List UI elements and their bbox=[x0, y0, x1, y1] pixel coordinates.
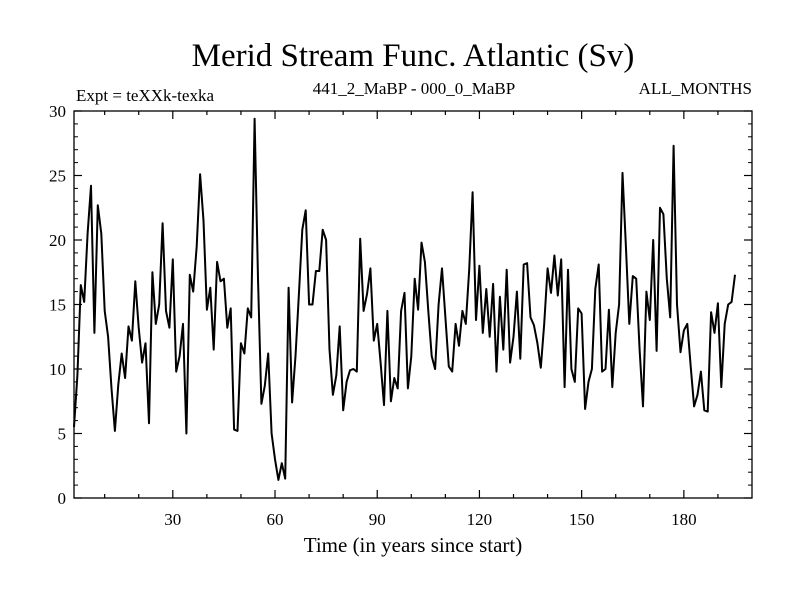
y-tick-label: 30 bbox=[49, 102, 66, 121]
y-tick-label: 0 bbox=[58, 489, 67, 508]
y-tick-label: 10 bbox=[49, 360, 66, 379]
y-tick-label: 20 bbox=[49, 231, 66, 250]
x-tick-label: 150 bbox=[569, 510, 595, 529]
series-line bbox=[73, 117, 736, 481]
x-tick-label: 60 bbox=[267, 510, 284, 529]
x-tick-label: 120 bbox=[467, 510, 493, 529]
chart-title: Merid Stream Func. Atlantic (Sv) bbox=[192, 38, 635, 74]
x-axis-label: Time (in years since start) bbox=[304, 533, 523, 557]
y-axis: 0 5 10 15 20 25 30 bbox=[49, 102, 752, 508]
plot-frame bbox=[73, 110, 753, 499]
months-label: ALL_MONTHS bbox=[639, 79, 752, 98]
y-tick-label: 5 bbox=[58, 425, 67, 444]
y-tick-label: 15 bbox=[49, 296, 66, 315]
period-label: 441_2_MaBP - 000_0_MaBP bbox=[313, 79, 515, 98]
x-tick-label: 90 bbox=[369, 510, 386, 529]
x-tick-label: 30 bbox=[164, 510, 181, 529]
experiment-label: Expt = teXXk-texka bbox=[76, 86, 214, 105]
x-tick-label: 180 bbox=[671, 510, 697, 529]
x-axis: 30 60 90 120 150 180 bbox=[104, 111, 719, 529]
y-tick-label: 25 bbox=[49, 167, 66, 186]
